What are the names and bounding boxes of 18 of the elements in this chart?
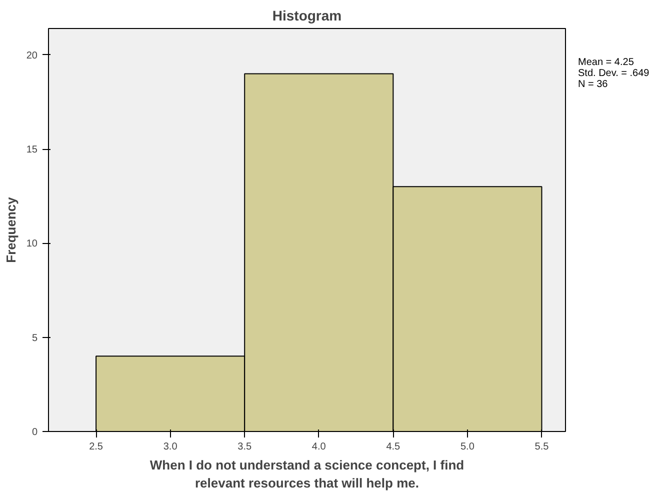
y-tick-label: 0 — [32, 427, 38, 438]
text: Std. Dev. = .649 — [578, 68, 650, 79]
x-tick-label: 2.5 — [89, 442, 104, 452]
y-axis-title: Frequency — [3, 196, 18, 263]
y-tick-label: 20 — [26, 50, 38, 62]
chart-title: Histogram — [272, 8, 342, 24]
x-tick-label: 5.0 — [460, 442, 475, 452]
text: Mean = 4.25 — [578, 57, 634, 68]
y-tick-label: 10 — [26, 238, 38, 250]
x-tick-label: 5.5 — [534, 442, 550, 452]
x-tick-label: 3.0 — [163, 442, 178, 452]
y-tick-label: 5 — [32, 332, 38, 344]
text: N = 36 — [578, 79, 608, 90]
x-tick-label: 4.0 — [312, 442, 326, 452]
y-tick-label: 15 — [26, 144, 38, 156]
x-axis-title: When I do not understand a science concept, I find relevant resources that will help me. — [150, 458, 464, 490]
x-tick-label: 4.5 — [386, 442, 401, 452]
x-tick-label: 3.5 — [238, 442, 252, 452]
